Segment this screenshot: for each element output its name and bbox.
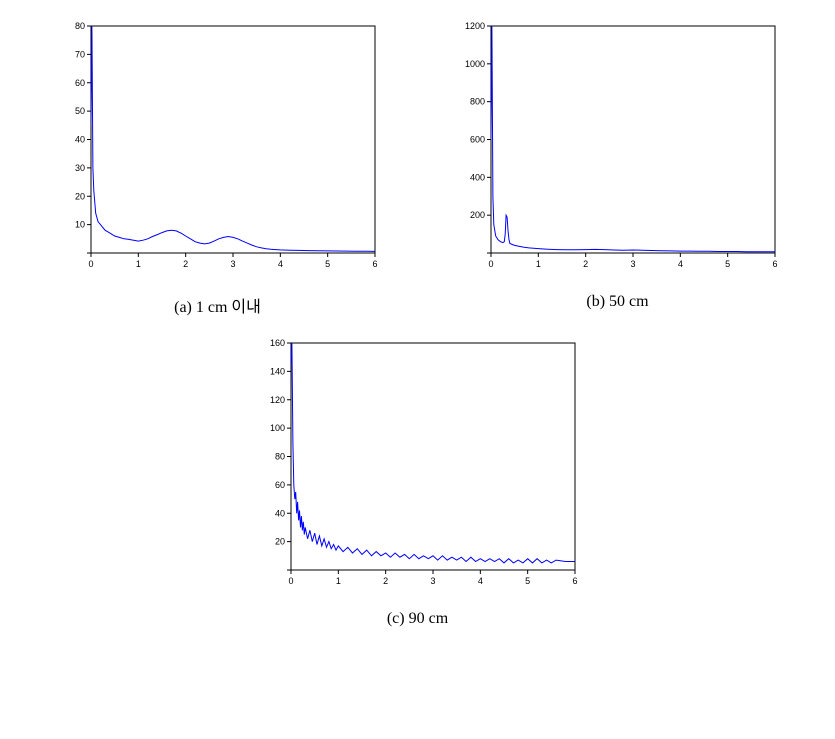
svg-text:80: 80 xyxy=(74,21,84,31)
chart-a: 0 1 2 3 4 5 6 10 20 30 40 50 60 70 80 xyxy=(53,20,383,275)
svg-text:2: 2 xyxy=(183,259,188,269)
svg-text:1200: 1200 xyxy=(464,21,484,31)
svg-text:40: 40 xyxy=(74,135,84,145)
caption-c: (c) 90 cm xyxy=(387,610,448,628)
bottom-row: 0 1 2 3 4 5 6 20 40 60 80 100 120 140 160 (c) 90 cm xyxy=(20,337,815,628)
svg-text:140: 140 xyxy=(269,366,284,376)
svg-text:1: 1 xyxy=(335,576,340,586)
chart-b: 0 1 2 3 4 5 6 200 400 600 800 1000 1200 xyxy=(453,20,783,275)
svg-text:800: 800 xyxy=(469,97,484,107)
svg-text:100: 100 xyxy=(269,423,284,433)
top-row: 0 1 2 3 4 5 6 10 20 30 40 50 60 70 80 (a) 1 cm 이내 0 1 2 3… xyxy=(20,20,815,317)
svg-text:1: 1 xyxy=(135,259,140,269)
svg-text:60: 60 xyxy=(74,78,84,88)
svg-text:600: 600 xyxy=(469,135,484,145)
svg-text:5: 5 xyxy=(725,259,730,269)
svg-text:0: 0 xyxy=(88,259,93,269)
svg-text:80: 80 xyxy=(274,452,284,462)
svg-text:4: 4 xyxy=(477,576,482,586)
svg-text:0: 0 xyxy=(288,576,293,586)
svg-text:60: 60 xyxy=(274,480,284,490)
caption-b: (b) 50 cm xyxy=(586,293,648,311)
svg-text:0: 0 xyxy=(488,259,493,269)
svg-text:400: 400 xyxy=(469,172,484,182)
panel-b: 0 1 2 3 4 5 6 200 400 600 800 1000 1200 (b) 50 cm xyxy=(453,20,783,317)
svg-text:120: 120 xyxy=(269,395,284,405)
svg-text:160: 160 xyxy=(269,338,284,348)
svg-text:10: 10 xyxy=(74,220,84,230)
svg-text:1: 1 xyxy=(535,259,540,269)
svg-text:2: 2 xyxy=(583,259,588,269)
svg-text:3: 3 xyxy=(630,259,635,269)
caption-a: (a) 1 cm 이내 xyxy=(174,293,261,317)
chart-c: 0 1 2 3 4 5 6 20 40 60 80 100 120 140 160 xyxy=(253,337,583,592)
panel-a: 0 1 2 3 4 5 6 10 20 30 40 50 60 70 80 (a) 1 cm 이내 xyxy=(53,20,383,317)
svg-text:4: 4 xyxy=(277,259,282,269)
svg-text:6: 6 xyxy=(372,259,377,269)
svg-text:6: 6 xyxy=(772,259,777,269)
svg-text:30: 30 xyxy=(74,163,84,173)
svg-text:3: 3 xyxy=(230,259,235,269)
svg-text:200: 200 xyxy=(469,210,484,220)
svg-text:40: 40 xyxy=(274,508,284,518)
svg-text:5: 5 xyxy=(325,259,330,269)
svg-text:5: 5 xyxy=(525,576,530,586)
svg-text:50: 50 xyxy=(74,106,84,116)
svg-text:6: 6 xyxy=(572,576,577,586)
svg-text:2: 2 xyxy=(383,576,388,586)
svg-text:70: 70 xyxy=(74,49,84,59)
svg-text:20: 20 xyxy=(74,191,84,201)
svg-text:4: 4 xyxy=(677,259,682,269)
svg-text:3: 3 xyxy=(430,576,435,586)
svg-text:1000: 1000 xyxy=(464,59,484,69)
svg-text:20: 20 xyxy=(274,537,284,547)
panel-c: 0 1 2 3 4 5 6 20 40 60 80 100 120 140 160 (c) 90 cm xyxy=(253,337,583,628)
